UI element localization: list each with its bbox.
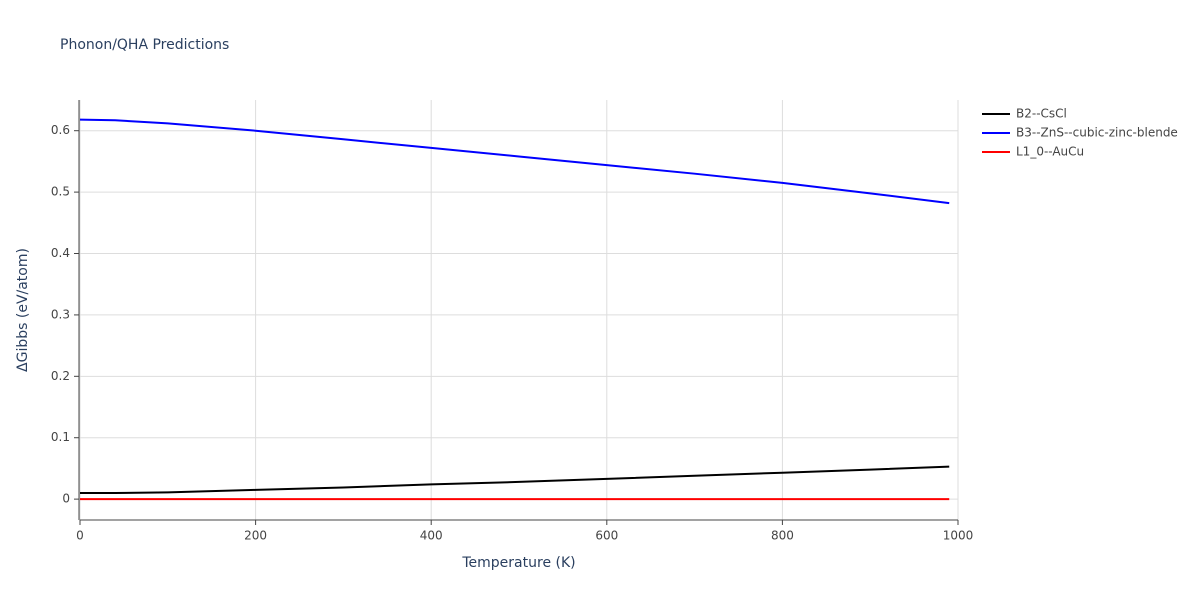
y-tick-label: 0.1 <box>51 430 70 444</box>
y-tick-label: 0.6 <box>51 123 70 137</box>
series-line <box>80 465 950 494</box>
x-axis-title: Temperature (K) <box>461 555 575 571</box>
chart-title: Phonon/QHA Predictions <box>60 37 229 53</box>
x-tick-label: 800 <box>771 529 794 543</box>
x-tick-label: 0 <box>76 529 84 543</box>
y-tick-label: 0 <box>62 492 70 506</box>
y-tick-label: 0.3 <box>51 307 70 321</box>
x-tick-label: 1000 <box>943 529 974 543</box>
legend-label: B2--CsCl <box>1016 107 1067 121</box>
series-line <box>79 118 950 205</box>
x-tick-label: 400 <box>420 529 443 543</box>
y-tick-label: 0.5 <box>51 185 70 199</box>
legend-label: L1_0--AuCu <box>1016 145 1084 159</box>
x-tick-label: 600 <box>595 529 618 543</box>
y-tick-label: 0.4 <box>51 246 70 260</box>
x-tick-label: 200 <box>244 529 267 543</box>
legend-label: B3--ZnS--cubic-zinc-blende <box>1016 126 1178 140</box>
y-tick-label: 0.2 <box>51 369 70 383</box>
y-axis-title: ΔGibbs (eV/atom) <box>15 248 31 372</box>
